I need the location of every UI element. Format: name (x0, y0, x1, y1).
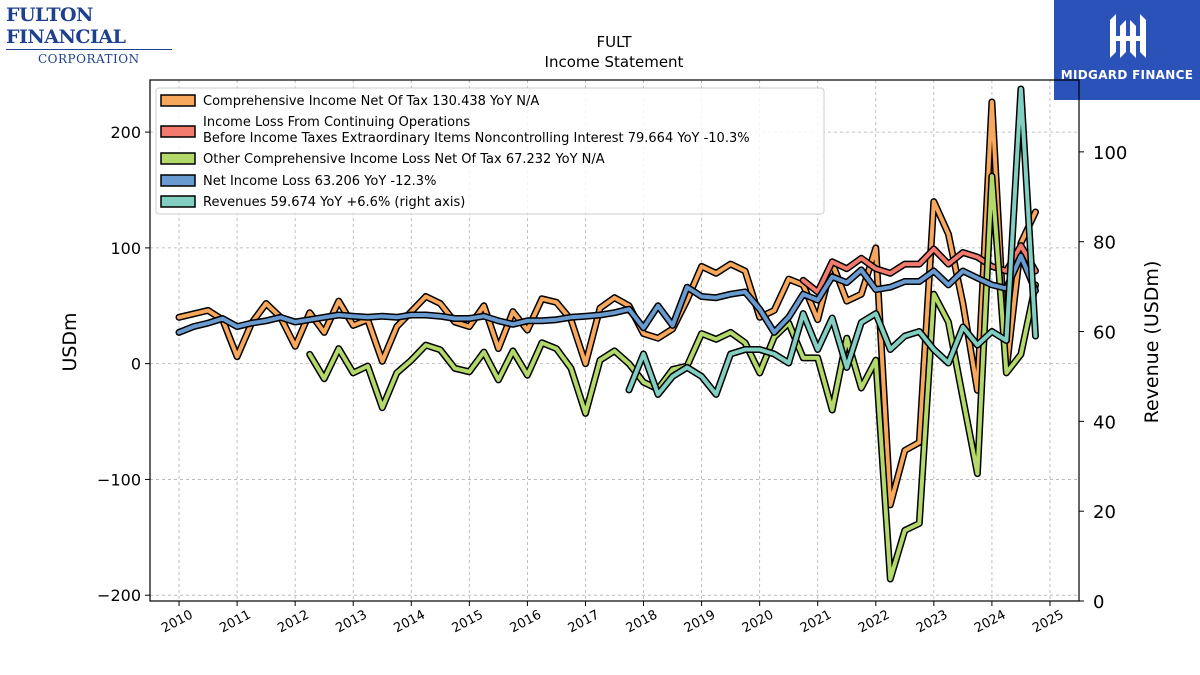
y-tick-label-right: 100 (1093, 143, 1127, 164)
series-0-line (177, 100, 1038, 507)
midgard-logo-text: MIDGARD FINANCE (1060, 68, 1194, 82)
x-tick-label: 2023 (914, 608, 950, 637)
midgard-mark-icon (1110, 14, 1146, 58)
x-tick-label: 2014 (392, 608, 428, 637)
legend-label-3: Net Income Loss 63.206 YoY -12.3% (203, 174, 436, 189)
legend-swatch-0 (160, 94, 196, 107)
y-tick-label-right: 80 (1093, 233, 1116, 254)
legend-box (155, 87, 825, 215)
x-tick-label: 2025 (1030, 608, 1066, 637)
logo-subtitle: Corporation (38, 52, 140, 66)
chart-title: FULT (596, 33, 632, 51)
x-tick-label: 2011 (217, 608, 253, 637)
series-3-line (177, 254, 1038, 335)
legend-label-2: Other Comprehensive Income Loss Net Of T… (203, 152, 605, 167)
y-tick-label-left: −200 (97, 586, 141, 605)
legend-label-4: Revenues 59.674 YoY +6.6% (right axis) (203, 195, 465, 210)
x-tick-label: 2024 (972, 608, 1008, 637)
x-tick-label: 2016 (508, 608, 544, 637)
x-tick-label: 2018 (624, 608, 660, 637)
legend-swatch-2 (160, 152, 196, 165)
x-tick-label: 2015 (450, 608, 486, 637)
x-tick-label: 2021 (798, 608, 834, 637)
x-tick-label: 2019 (682, 608, 718, 637)
y-tick-label-left: 0 (131, 355, 141, 374)
y-tick-label-left: 200 (110, 123, 141, 142)
y-tick-label-left: −100 (97, 470, 141, 489)
legend: Comprehensive Income Net Of Tax 130.438 … (155, 87, 825, 215)
legend-label-1-1: Before Income Taxes Extraordinary Items … (203, 131, 750, 146)
y-tick-label-right: 40 (1093, 412, 1116, 433)
y-axis-label-left: USDm (59, 312, 81, 371)
x-tick-label: 2017 (566, 608, 602, 637)
y-tick-label-right: 20 (1093, 502, 1116, 523)
legend-swatch-3 (160, 174, 196, 187)
legend-label-0: Comprehensive Income Net Of Tax 130.438 … (203, 94, 539, 109)
x-tick-label: 2020 (740, 608, 776, 637)
legend-swatch-1 (160, 125, 196, 138)
x-tick-label: 2013 (333, 608, 369, 637)
x-tick-label: 2012 (275, 608, 311, 637)
y-tick-label-right: 60 (1093, 323, 1116, 344)
fulton-financial-logo: Fulton Financial Corporation (6, 4, 176, 66)
y-tick-label-left: 100 (110, 239, 141, 258)
y-tick-label-right: 0 (1093, 592, 1104, 613)
y-axis-label-right: Revenue (USDm) (1141, 261, 1163, 424)
logo-name: Fulton Financial (6, 4, 126, 48)
series-layer (175, 85, 1039, 583)
x-tick-label: 2010 (159, 608, 195, 637)
chart-subtitle: Income Statement (545, 53, 684, 71)
plot-frame (149, 79, 1080, 602)
series-4-line (627, 87, 1038, 397)
legend-label-1-0: Income Loss From Continuing Operations (203, 115, 470, 130)
logo-rule (6, 49, 172, 50)
legend-swatch-4 (160, 195, 196, 208)
series-2-line (307, 174, 1038, 581)
midgard-finance-logo: MIDGARD FINANCE (1054, 0, 1200, 100)
x-tick-label: 2022 (856, 608, 892, 637)
